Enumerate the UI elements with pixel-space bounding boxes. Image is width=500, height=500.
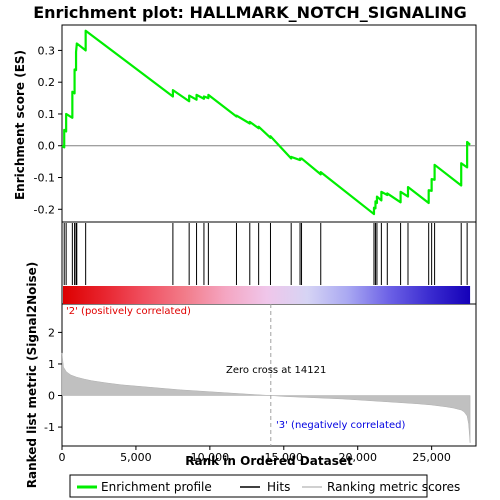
heatmap-rect xyxy=(63,286,471,304)
enrichment-profile-line xyxy=(61,29,471,216)
x-tick-label: 0 xyxy=(59,451,66,464)
heatmap-bar xyxy=(63,286,471,304)
x-tick-label: 15,000 xyxy=(265,451,304,464)
es-layer xyxy=(61,29,476,216)
metric-tick-label: 1 xyxy=(48,358,55,371)
es-tick-label: 0.1 xyxy=(38,108,56,121)
metric-tick-label: 0 xyxy=(48,390,55,403)
zero-cross-label: Zero cross at 14121 xyxy=(226,365,326,376)
es-tick-label: -0.1 xyxy=(34,172,55,185)
legend-enrichment-label: Enrichment profile xyxy=(101,480,212,494)
x-axis-title: Rank in Ordered Dataset xyxy=(185,454,353,468)
es-axis-title: Enrichment score (ES) xyxy=(13,50,27,200)
positive-correlation-label: '2' (positively correlated) xyxy=(66,306,191,317)
ranking-metric-area xyxy=(61,352,471,443)
hits-layer xyxy=(63,223,468,285)
es-tick-label: -0.2 xyxy=(34,203,55,216)
es-tick-label: 0.2 xyxy=(38,76,56,89)
es-tick-label: 0.0 xyxy=(38,140,56,153)
metric-axis-title: Ranked list metric (Signal2Noise) xyxy=(25,262,39,489)
negative-correlation-label: '3' (negatively correlated) xyxy=(276,420,405,431)
chart-title: Enrichment plot: HALLMARK_NOTCH_SIGNALIN… xyxy=(33,3,467,22)
x-tick-label: 25,000 xyxy=(412,451,451,464)
legend-ranking-label: Ranking metric scores xyxy=(327,480,460,494)
x-tick-label: 5,000 xyxy=(120,451,152,464)
x-tick-label: 10,000 xyxy=(191,451,230,464)
x-tick-label: 20,000 xyxy=(338,451,377,464)
metric-tick-label: 2 xyxy=(48,326,55,339)
legend: Enrichment profile Hits Ranking metric s… xyxy=(69,474,460,498)
axes-layer: -0.2 -0.1 0.0 0.1 0.2 0.3 -1 0 1 2 0 5,000 10,000 15,… xyxy=(34,44,451,464)
legend-hits-label: Hits xyxy=(267,480,290,494)
metric-layer xyxy=(61,304,471,446)
metric-tick-label: -1 xyxy=(44,421,55,434)
legend-box xyxy=(69,474,428,498)
es-tick-label: 0.3 xyxy=(38,44,56,57)
